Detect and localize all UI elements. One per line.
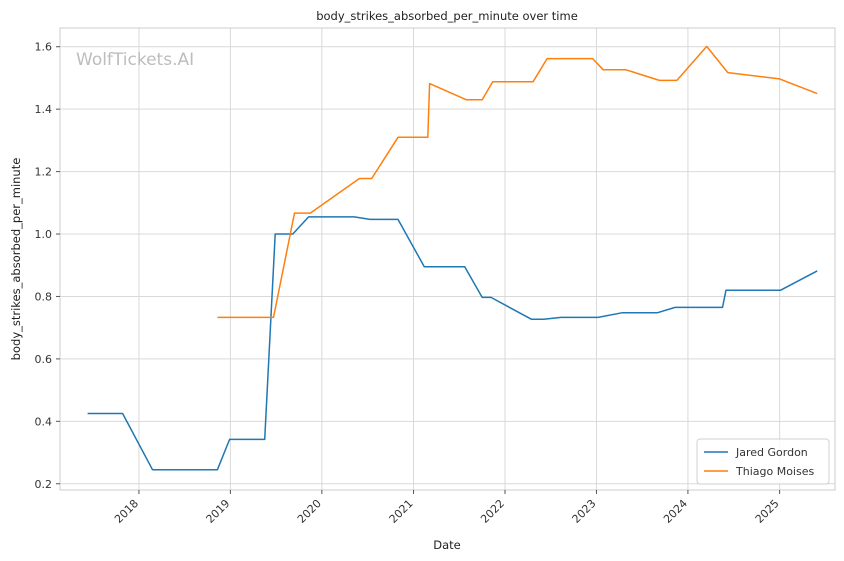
legend-box bbox=[696, 438, 830, 485]
series-line-thiago-moises bbox=[217, 45, 818, 319]
y-tick-label: 1.0 bbox=[35, 228, 53, 241]
y-tick-label: 1.4 bbox=[35, 103, 53, 116]
watermark: WolfTickets.AI bbox=[76, 50, 194, 70]
y-tick-label: 1.6 bbox=[35, 41, 53, 54]
y-tick-label: 1.2 bbox=[35, 166, 53, 179]
y-tick-label: 0.6 bbox=[35, 353, 53, 366]
y-tick-label: 0.8 bbox=[35, 290, 53, 303]
y-tick-label: 0.4 bbox=[35, 415, 53, 428]
series-lines bbox=[87, 45, 818, 471]
plot-area-frame bbox=[59, 27, 836, 491]
y-tick-label: 0.2 bbox=[35, 478, 53, 491]
y-axis-ticks: 0.2 0.4 0.6 0.8 1.0 1.2 1.4 1.6 bbox=[35, 41, 60, 491]
chart-title: body_strikes_absorbed_per_minute over ti… bbox=[316, 9, 578, 23]
legend: Jared Gordon Thiago Moises bbox=[696, 438, 830, 485]
x-axis-title: Date bbox=[433, 538, 461, 552]
x-axis-ticks: 2018 2019 2020 2021 2022 2023 2024 2025 bbox=[112, 490, 782, 526]
grid-lines bbox=[60, 28, 835, 490]
legend-label-jared-gordon: Jared Gordon bbox=[735, 446, 808, 459]
y-axis-title: body_strikes_absorbed_per_minute bbox=[9, 158, 23, 361]
series-line-jared-gordon bbox=[87, 216, 818, 471]
legend-label-thiago-moises: Thiago Moises bbox=[735, 465, 814, 478]
